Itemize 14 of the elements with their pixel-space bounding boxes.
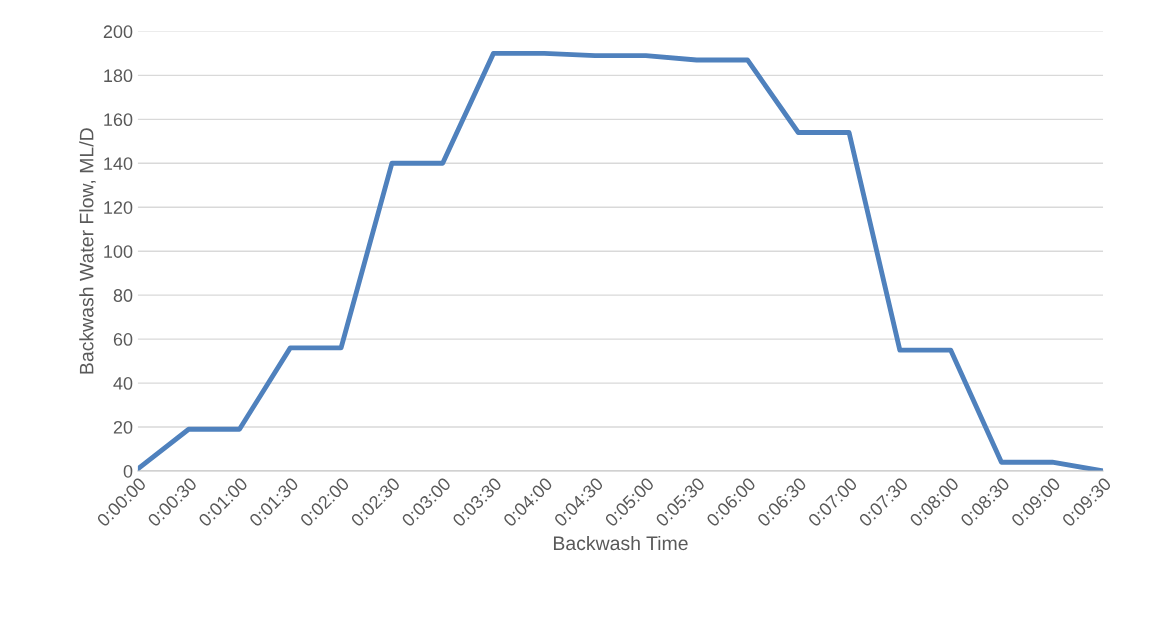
line-series (137, 50, 1104, 471)
y-tick-label: 40 (113, 377, 133, 390)
y-tick-label: 160 (104, 113, 133, 127)
y-tick-label: 60 (113, 333, 133, 346)
y-tick-label: 200 (103, 25, 133, 39)
y-tick-label: 100 (104, 245, 133, 258)
y-tick-label: 120 (104, 201, 133, 214)
y-tick-label: 180 (104, 69, 133, 83)
y-tick-label: 140 (104, 157, 133, 170)
y-axis-title: Backwash Water Flow, ML/D (79, 128, 96, 374)
x-axis-title: Backwash Time (553, 535, 688, 551)
y-tick-label: 0 (123, 464, 133, 478)
y-tick-label: 80 (113, 289, 133, 302)
y-tick-label: 20 (113, 420, 133, 434)
